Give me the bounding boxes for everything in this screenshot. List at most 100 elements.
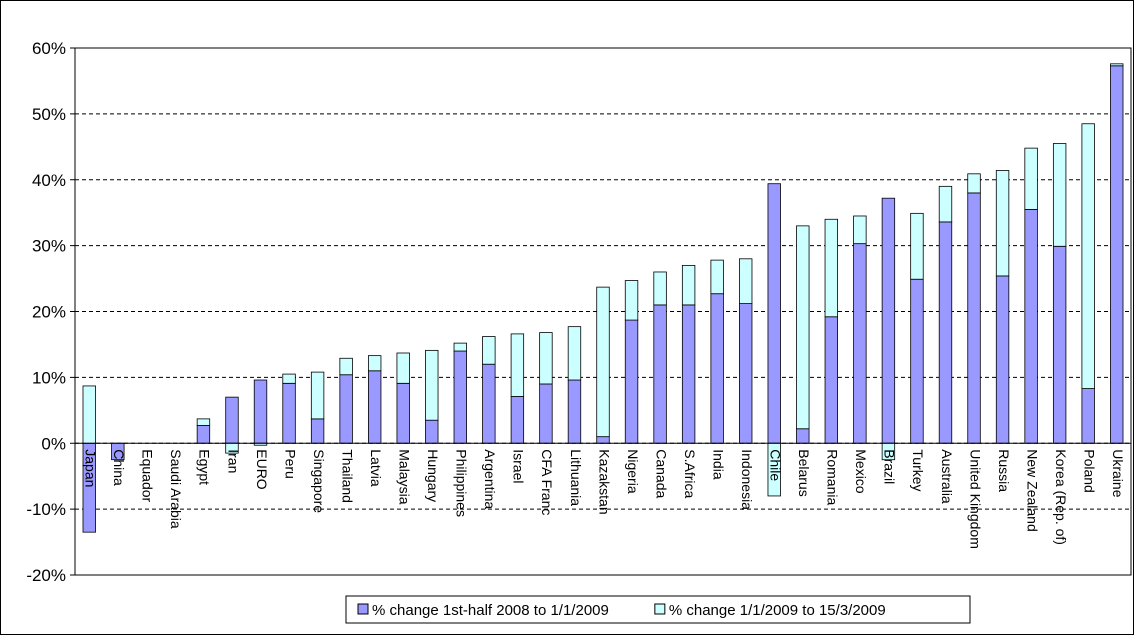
- bar: [225, 396, 239, 444]
- bar: [367, 355, 382, 372]
- bar: [1110, 63, 1124, 67]
- bar: [938, 185, 953, 223]
- bar: [681, 304, 696, 444]
- bar: [796, 225, 810, 430]
- x-tick-label: Japan: [83, 449, 99, 487]
- x-tick-label: Nigeria: [625, 449, 641, 494]
- bar: [196, 425, 211, 444]
- bar: [310, 418, 325, 444]
- bar: [1052, 245, 1067, 444]
- bar: [710, 293, 724, 444]
- bar: [881, 197, 896, 444]
- x-tick-label: Israel: [511, 449, 527, 483]
- bar: [453, 342, 467, 352]
- x-tick-label: Australia: [939, 449, 955, 504]
- y-tick-label: 0%: [41, 434, 66, 453]
- x-tick-label: Malaysia: [397, 449, 413, 504]
- x-tick-label: Peru: [282, 449, 298, 479]
- legend-swatch: [357, 603, 369, 615]
- x-tick-label: Hungary: [425, 449, 441, 502]
- bar: [624, 319, 639, 444]
- bar: [653, 304, 667, 444]
- y-tick-label: 30%: [32, 237, 66, 256]
- x-tick-label: Indonesia: [739, 449, 755, 510]
- x-tick-label: China: [111, 449, 127, 486]
- y-tick-label: -10%: [26, 500, 66, 519]
- bar: [767, 183, 781, 444]
- bar: [1110, 65, 1124, 444]
- x-tick-label: EURO: [254, 449, 270, 490]
- x-tick-label: Russia: [996, 449, 1012, 492]
- bar: [1081, 123, 1095, 389]
- bar: [824, 218, 839, 318]
- legend-swatch: [654, 603, 666, 615]
- x-tick-label: S.Africa: [682, 449, 698, 498]
- bar: [1024, 208, 1038, 444]
- bar: [967, 173, 981, 194]
- bar: [967, 192, 981, 444]
- bar: [596, 436, 610, 444]
- legend-label: % change 1/1/2009 to 15/3/2009: [669, 602, 886, 619]
- x-tick-label: Iran: [225, 449, 241, 473]
- x-tick-label: Canada: [653, 449, 669, 498]
- bar: [681, 264, 696, 306]
- x-tick-label: Saudi Arabia: [168, 449, 184, 529]
- x-tick-label: Korea (Rep. of): [1053, 449, 1069, 545]
- bar: [739, 258, 753, 304]
- x-tick-label: Lithuania: [568, 449, 584, 506]
- bar: [1052, 143, 1067, 247]
- bar: [396, 382, 410, 444]
- bar: [539, 332, 553, 385]
- bar: [282, 382, 296, 444]
- bar: [253, 379, 268, 444]
- legend: % change 1st-half 2008 to 1/1/2009 % chan…: [345, 595, 971, 624]
- bar: [596, 286, 610, 438]
- bar: [339, 374, 353, 444]
- x-tick-label: Turkey: [910, 449, 926, 491]
- y-tick-label: 10%: [32, 368, 66, 387]
- bar: [796, 428, 810, 444]
- bar: [310, 371, 325, 420]
- y-tick-label: -20%: [26, 566, 66, 585]
- bar: [367, 370, 382, 444]
- x-tick-label: Equador: [140, 449, 156, 502]
- bar: [624, 280, 639, 321]
- bar: [739, 303, 753, 444]
- bar: [196, 418, 211, 426]
- y-tick-label: 50%: [32, 105, 66, 124]
- x-tick-label: Philippines: [454, 449, 470, 517]
- bar: [282, 373, 296, 384]
- bar: [482, 363, 496, 444]
- x-tick-label: Latvia: [368, 449, 384, 487]
- bar: [1081, 388, 1095, 444]
- bar: [567, 379, 582, 444]
- x-tick-label: Thailand: [339, 449, 355, 503]
- bar: [824, 316, 839, 444]
- x-tick-label: New Zealand: [1024, 449, 1040, 532]
- x-tick-label: Chile: [768, 449, 784, 481]
- plot-area: [74, 47, 1132, 576]
- bar: [453, 350, 467, 444]
- bar: [510, 396, 525, 444]
- y-tick-label: 60%: [32, 39, 66, 58]
- legend-label: % change 1st-half 2008 to 1/1/2009: [372, 602, 609, 619]
- x-tick-label: India: [710, 449, 726, 480]
- bar: [910, 278, 924, 444]
- x-tick-label: Ukraine: [1110, 449, 1126, 497]
- x-tick-label: Singapore: [311, 449, 327, 513]
- bar: [710, 259, 724, 295]
- x-tick-label: CFA Franc: [539, 449, 555, 515]
- bar: [482, 336, 496, 365]
- y-tick-label: 20%: [32, 303, 66, 322]
- x-tick-label: Kazakstan: [596, 449, 612, 514]
- bar: [938, 221, 953, 444]
- bar: [910, 212, 924, 280]
- x-tick-label: Egypt: [197, 449, 213, 485]
- bar: [567, 326, 582, 381]
- x-tick-label: Argentina: [482, 449, 498, 509]
- bar: [653, 271, 667, 306]
- x-tick-label: Brazil: [882, 449, 898, 484]
- bar: [1024, 147, 1038, 210]
